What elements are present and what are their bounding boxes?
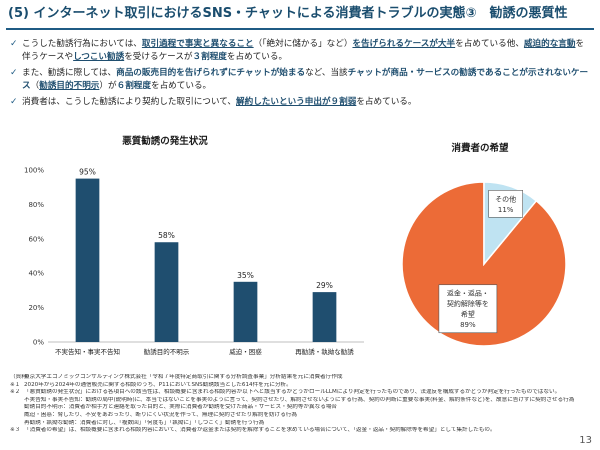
pie-value-label: 89% [460, 321, 476, 329]
bullet-emphasis-text: 商品の販売目的を告げられずにチャットが始まる [116, 68, 306, 78]
bar-chart-title: 悪質勧誘の発生状況 [122, 136, 208, 147]
note-line: 不実告知・事実不告知：勧誘の局中(説明時)に、本当ではないことを事実のように言っ… [10, 397, 580, 405]
y-tick-label: 40% [28, 270, 44, 278]
note-mark: （資料） [10, 374, 33, 380]
note-text: 勧誘目的不明示：消費者が相手方と連絡を取った目的と、実際に消費者が勧誘を受けた商… [24, 404, 338, 411]
bullet-item: ✓ また、勧誘に際しては、商品の販売目的を告げられずにチャットが始まるなど、当該… [10, 67, 592, 93]
bullet-text: また、勧誘に際しては、商品の販売目的を告げられずにチャットが始まるなど、当該チャ… [22, 68, 588, 91]
y-tick-label: 80% [28, 201, 44, 209]
bullet-plain-text: （「絶対に儲かる」など） [253, 39, 353, 49]
note-line: 威迫・困惑：脅したり、不安をあおったり、断りにくい状況を作って、無理に契約させた… [10, 412, 580, 420]
note-text: 2020年から2024年の通信販売に関する相談のうち、P11においてSNS勧誘該… [24, 381, 292, 388]
check-icon: ✓ [10, 68, 18, 78]
summary-bullets: ✓ こうした勧誘行為においては、取引過程で事実と異なること（「絶対に儲かる」など… [10, 38, 592, 112]
x-tick-label: 勧誘目的不明示 [144, 347, 190, 356]
note-line: 再勧誘・執拗な勧誘：消費者に対し、「複数回」「何度も」「執拗に」「しつこく」勧誘… [10, 420, 580, 428]
bullet-emphasis-text: 威迫的な言動 [523, 39, 576, 49]
bullet-plain-text: など、当該 [305, 68, 348, 78]
bullet-plain-text: を占めている。 [356, 97, 417, 107]
x-tick-label: 不実告知・事実不告知 [55, 347, 120, 356]
bar [233, 281, 258, 342]
x-tick-label: 威迫・困惑 [229, 347, 262, 356]
bullet-emphasis-text: 取引過程で事実と異なること [141, 39, 254, 49]
bar [75, 178, 100, 342]
pie-label-box [438, 284, 498, 334]
note-text: 再勧誘・執拗な勧誘：消費者に対し、「複数回」「何度も」「執拗に」「しつこく」勧誘… [24, 419, 265, 426]
bullet-item: ✓ こうした勧誘行為においては、取引過程で事実と異なること（「絶対に儲かる」など… [10, 38, 592, 64]
page-title: (5) インターネット取引におけるSNS・チャットによる消費者トラブルの実態③ … [8, 6, 568, 21]
bar-value-label: 35% [237, 271, 254, 280]
pie-slice-label: 返金・返品・ [447, 289, 489, 298]
bullet-plain-text: こうした勧誘行為においては、 [22, 39, 142, 49]
bullet-emphasis-text: チャットが商品・サービスの勧誘であることが示されないケース [22, 68, 589, 91]
bar-value-label: 29% [316, 281, 333, 290]
bar-value-label: 58% [158, 231, 175, 240]
source-notes: （資料）東京大学エコノミックコンサルティング株式会社「令和７年度特定商取引に関す… [10, 374, 580, 435]
bar-value-label: 95% [79, 168, 96, 177]
note-text: 東京大学エコノミックコンサルティング株式会社「令和７年度特定商取引に関する分析調… [24, 374, 343, 380]
bar [154, 242, 179, 342]
bullet-plain-text: を受けるケースが [124, 52, 193, 62]
title-divider [6, 28, 594, 30]
bullet-plain-text: （ [30, 81, 40, 91]
pie-label-box [488, 190, 523, 218]
bullet-plain-text: を伴うケースや [22, 39, 585, 62]
pie-chart-title: 消費者の希望 [451, 143, 509, 154]
pie-slice-label: 契約解除等を [447, 299, 489, 308]
note-text: 「悪質勧誘の発生状況」における各項目への該当性は、相談概要に含まれる相談内容が以… [24, 389, 561, 396]
check-icon: ✓ [10, 39, 18, 49]
note-line: ※２ 「悪質勧誘の発生状況」における各項目への該当性は、相談概要に含まれる相談内容… [10, 389, 580, 397]
note-line: （資料）東京大学エコノミックコンサルティング株式会社「令和７年度特定商取引に関す… [10, 374, 580, 382]
pie-slice-label: 希望 [461, 310, 475, 319]
bullet-emphasis-text: しつこい勧誘 [73, 52, 125, 62]
bullet-text: 消費者は、こうした勧誘により契約した取引について、解約したいという申出が９割弱を… [22, 97, 417, 107]
bullet-plain-text: また、勧誘に際しては、 [22, 68, 117, 78]
page-number: 13 [579, 435, 592, 446]
bullet-plain-text: を占めている。 [150, 81, 212, 91]
y-tick-label: 0% [33, 339, 44, 347]
y-tick-label: 20% [28, 304, 44, 312]
y-tick-label: 100% [24, 167, 44, 175]
bullet-plain-text: を占めている。 [226, 52, 288, 62]
note-mark: ※２ [10, 389, 21, 396]
note-text: 不実告知・事実不告知：勧誘の局中(説明時)に、本当ではないことを事実のように言っ… [24, 396, 575, 403]
bullet-text: こうした勧誘行為においては、取引過程で事実と異なること（「絶対に儲かる」など）を… [22, 39, 584, 62]
bullet-emphasis-text: を告げられるケースが大半 [352, 39, 456, 49]
bullet-plain-text: ）が [99, 81, 117, 91]
note-text: 「消費者の希望」は、相談概要に含まれる相談内容において、消費者が返金または契約を… [24, 427, 496, 434]
bullet-plain-text: を占めている他、 [455, 39, 524, 49]
bullet-emphasis-text: ６割程度 [116, 81, 151, 91]
note-text: 威迫・困惑：脅したり、不安をあおったり、断りにくい状況を作って、無理に契約させた… [24, 411, 297, 418]
bullet-plain-text: 消費者は、こうした勧誘により契約した取引について、 [22, 97, 236, 107]
bullet-emphasis-text: 勧誘目的不明示 [39, 81, 100, 91]
check-icon: ✓ [10, 97, 18, 107]
bullet-emphasis-text: 解約したいという申出が９割弱 [236, 97, 357, 107]
note-line: ※１ 2020年から2024年の通信販売に関する相談のうち、P11においてSNS勧… [10, 382, 580, 390]
y-tick-label: 60% [28, 235, 44, 243]
bar [312, 292, 337, 342]
x-tick-label: 再勧誘・執拗な勧誘 [295, 347, 354, 356]
note-line: ※３ 「消費者の希望」は、相談概要に含まれる相談内容において、消費者が返金または契… [10, 427, 580, 435]
pie-chart: 返金・返品・契約解除等を希望 89% その他 11% [401, 181, 567, 347]
note-mark: ※１ [10, 381, 21, 388]
bullet-item: ✓ 消費者は、こうした勧誘により契約した取引について、解約したいという申出が９割… [10, 96, 592, 109]
note-line: 勧誘目的不明示：消費者が相手方と連絡を取った目的と、実際に消費者が勧誘を受けた商… [10, 404, 580, 412]
bar-chart: 0% 20% 40% 60% 80% 100% 95% 不実告知・事実不告知 58% 勧誘目的不明… [24, 167, 364, 356]
pie-slice-label: その他 [495, 194, 516, 203]
pie-value-label: 11% [498, 206, 514, 214]
note-mark: ※３ [10, 427, 21, 434]
bullet-emphasis-text: ３割程度 [192, 52, 227, 62]
